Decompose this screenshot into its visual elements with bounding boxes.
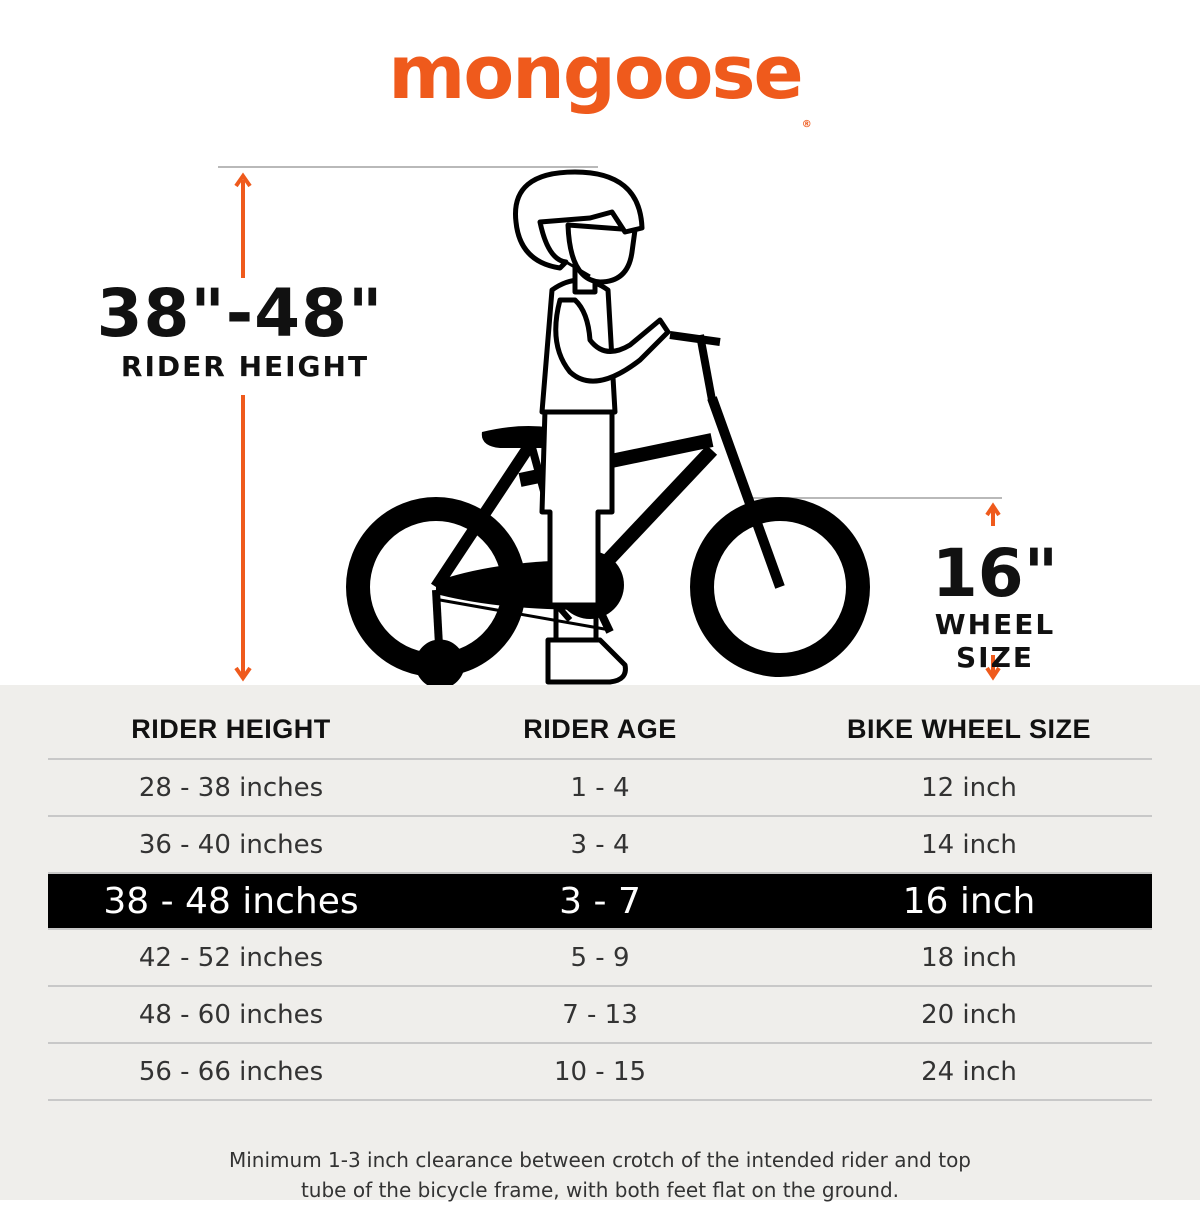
cell-rider-height: 42 - 52 inches	[138, 942, 324, 973]
header-rider-age: RIDER AGE	[523, 713, 677, 744]
clearance-footnote: Minimum 1-3 inch clearance between crotc…	[150, 1145, 1050, 1205]
rider-height-guide-line	[218, 166, 598, 168]
cell-rider-age: 7 - 13	[562, 999, 638, 1030]
cell-rider-age: 5 - 9	[570, 942, 630, 973]
table-row: 48 - 60 inches 7 - 13 20 inch	[48, 987, 1152, 1044]
table-row: 28 - 38 inches 1 - 4 12 inch	[48, 760, 1152, 817]
cell-rider-age: 1 - 4	[570, 772, 630, 803]
size-chart-panel	[0, 685, 1200, 1200]
cell-wheel-size: 24 inch	[921, 1056, 1017, 1087]
cell-rider-height: 36 - 40 inches	[138, 829, 324, 860]
cell-rider-age: 3 - 7	[559, 880, 641, 922]
bike-illustration	[234, 169, 1001, 689]
table-row: 36 - 40 inches 3 - 4 14 inch	[48, 817, 1152, 874]
child-rider	[512, 169, 671, 685]
size-chart-table: RIDER HEIGHT RIDER AGE BIKE WHEEL SIZE 2…	[48, 700, 1152, 1101]
cell-rider-height: 38 - 48 inches	[103, 880, 359, 922]
wheel-height-guide-line	[750, 497, 1002, 499]
registered-mark: ®	[801, 119, 812, 130]
cell-rider-height: 28 - 38 inches	[138, 772, 324, 803]
cell-rider-height: 56 - 66 inches	[138, 1056, 324, 1087]
footnote-line-1: Minimum 1-3 inch clearance between crotc…	[228, 1148, 972, 1172]
header-rider-height: RIDER HEIGHT	[131, 713, 331, 744]
wheel-size-caption: WHEEL SIZE	[934, 608, 1056, 674]
cell-wheel-size: 14 inch	[921, 829, 1017, 860]
wheel-size-arrow	[985, 502, 1001, 681]
rider-height-value: 38"-48"	[96, 275, 384, 352]
table-row: 42 - 52 inches 5 - 9 18 inch	[48, 930, 1152, 987]
rider-height-arrow	[234, 172, 252, 682]
cell-wheel-size: 16 inch	[902, 880, 1036, 922]
cell-wheel-size: 12 inch	[921, 772, 1017, 803]
wheel-size-value: 16"	[931, 535, 1059, 612]
cell-rider-age: 10 - 15	[553, 1056, 647, 1087]
front-wheel	[690, 497, 870, 677]
table-row: 56 - 66 inches 10 - 15 24 inch	[48, 1044, 1152, 1101]
footnote-line-2: tube of the bicycle frame, with both fee…	[300, 1178, 900, 1202]
cell-rider-height: 48 - 60 inches	[138, 999, 324, 1030]
cell-rider-age: 3 - 4	[570, 829, 630, 860]
rider-height-caption: RIDER HEIGHT	[120, 350, 370, 383]
cell-wheel-size: 20 inch	[921, 999, 1017, 1030]
table-row-highlighted: 38 - 48 inches 3 - 7 16 inch	[48, 874, 1152, 930]
brand-name: mongoose	[388, 30, 804, 116]
header-wheel-size: BIKE WHEEL SIZE	[846, 713, 1092, 744]
brand-logo: mongoose ®	[0, 28, 1200, 130]
cell-wheel-size: 18 inch	[921, 942, 1017, 973]
table-header: RIDER HEIGHT RIDER AGE BIKE WHEEL SIZE	[48, 700, 1152, 760]
